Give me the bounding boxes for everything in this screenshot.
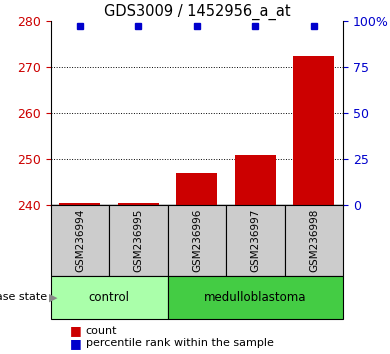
Bar bbox=[176, 173, 218, 205]
Bar bbox=[294, 56, 335, 205]
Text: count: count bbox=[86, 326, 117, 336]
Bar bbox=[51, 276, 168, 319]
Bar bbox=[168, 276, 343, 319]
Bar bbox=[51, 205, 109, 276]
Text: GSM236995: GSM236995 bbox=[133, 209, 144, 273]
Text: GSM236997: GSM236997 bbox=[250, 209, 261, 273]
Text: GSM236998: GSM236998 bbox=[309, 209, 319, 273]
Bar bbox=[235, 155, 276, 205]
Text: GSM236994: GSM236994 bbox=[75, 209, 85, 273]
Bar bbox=[285, 205, 343, 276]
Text: control: control bbox=[89, 291, 130, 304]
Text: percentile rank within the sample: percentile rank within the sample bbox=[86, 338, 274, 348]
Text: medulloblastoma: medulloblastoma bbox=[204, 291, 307, 304]
Text: ■: ■ bbox=[70, 337, 82, 350]
Text: ▶: ▶ bbox=[49, 292, 57, 302]
Text: GSM236996: GSM236996 bbox=[192, 209, 202, 273]
Bar bbox=[168, 205, 226, 276]
Text: disease state: disease state bbox=[0, 292, 47, 302]
Title: GDS3009 / 1452956_a_at: GDS3009 / 1452956_a_at bbox=[104, 4, 290, 20]
Bar bbox=[118, 203, 159, 205]
Bar bbox=[109, 205, 168, 276]
Text: ■: ■ bbox=[70, 325, 82, 337]
Bar bbox=[60, 203, 101, 205]
Bar bbox=[226, 205, 285, 276]
